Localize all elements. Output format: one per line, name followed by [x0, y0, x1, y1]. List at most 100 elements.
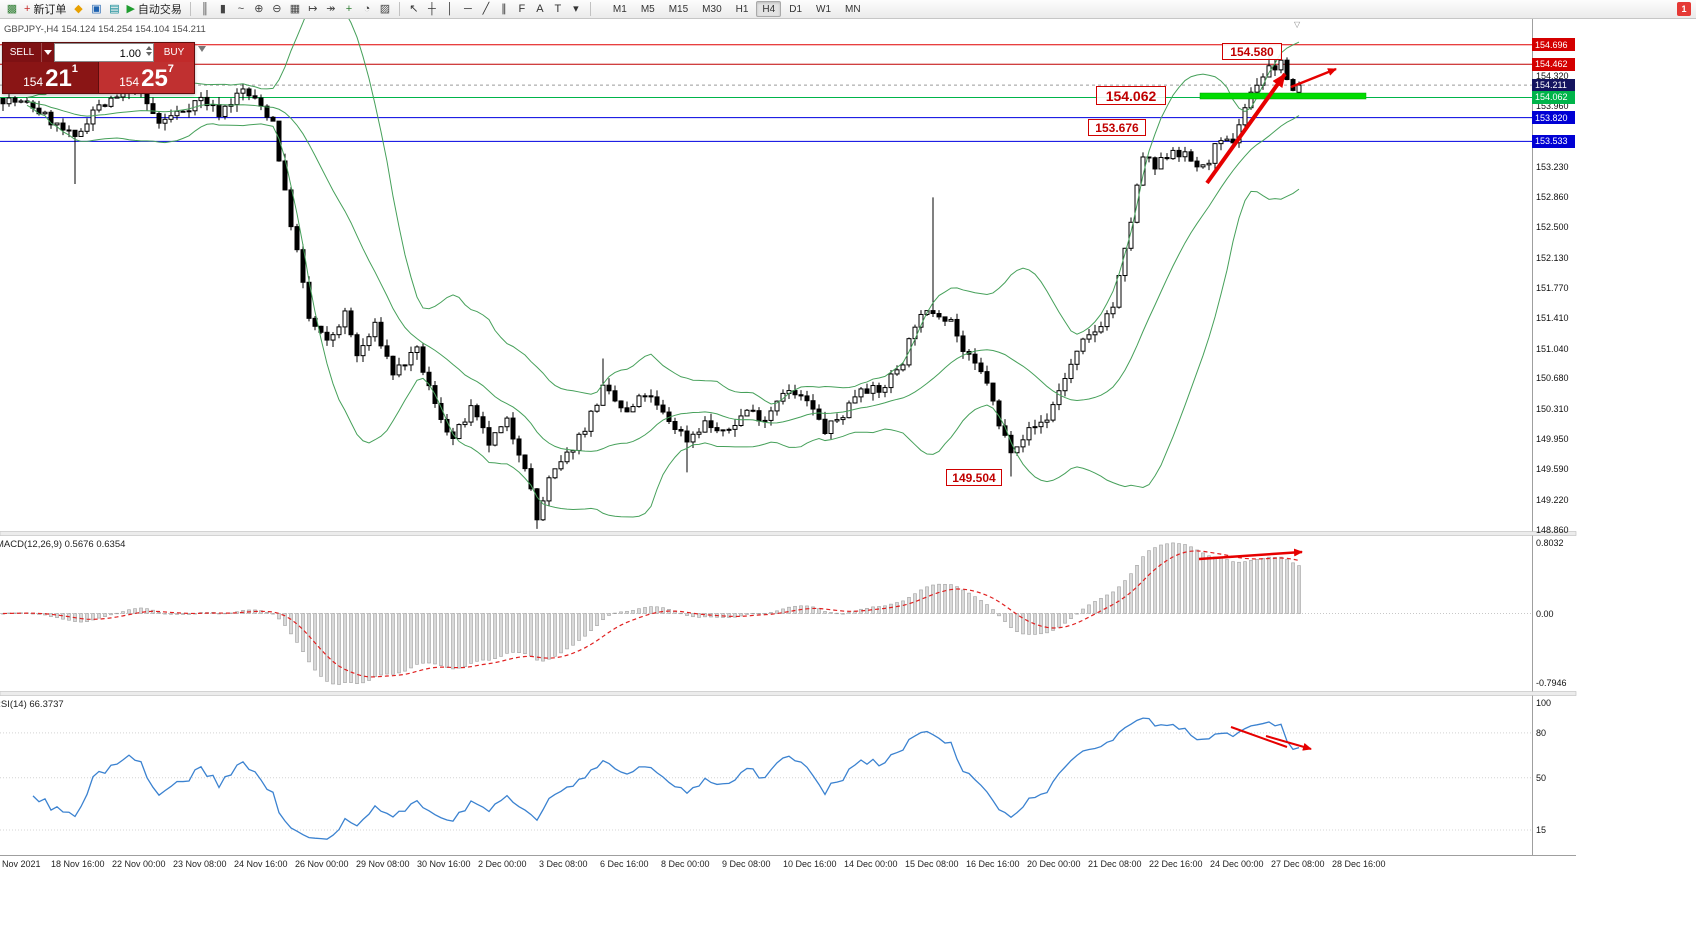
templates-icon[interactable]: ▨: [376, 1, 394, 18]
panel-splitter: [0, 531, 1577, 536]
toolbar-separator: [398, 2, 400, 16]
bar-chart-icon[interactable]: ║: [196, 1, 214, 18]
macd-axis-label: 0.00: [1536, 608, 1554, 619]
buy-button[interactable]: BUY: [154, 43, 194, 62]
volume-input[interactable]: [55, 45, 153, 63]
zoom-in-icon[interactable]: ⊕: [250, 1, 268, 18]
time-axis-label: 29 Nov 08:00: [356, 859, 410, 869]
price-annotation-box[interactable]: 153.676: [1088, 119, 1146, 136]
tile-windows-icon: ▦: [289, 2, 301, 15]
price-axis-label: 151.770: [1536, 282, 1569, 293]
indicators-icon[interactable]: +: [340, 1, 358, 18]
price-axis-label: 152.130: [1536, 253, 1569, 263]
timeframe-m1-button[interactable]: M1: [612, 3, 627, 15]
price-axis-label: 150.310: [1536, 404, 1569, 415]
new-chart-icon[interactable]: ▩: [3, 1, 21, 18]
timeframe-h4-button[interactable]: H4: [756, 1, 782, 17]
buy-price[interactable]: 154 25 7: [99, 62, 194, 93]
rsi-axis-label: 80: [1536, 727, 1547, 738]
periods-dropdown-icon[interactable]: ◔: [358, 1, 376, 18]
panel-collapse-icon[interactable]: [198, 46, 206, 56]
time-axis-label: 21 Dec 08:00: [1088, 859, 1142, 869]
label-icon[interactable]: T: [549, 1, 567, 18]
new-order-button-label: 新订单: [33, 4, 67, 16]
notification-badge[interactable]: 1: [1677, 2, 1691, 16]
toolbar-groups: ▩ + 新订单 ◆ ▣ ▤ ▶ 自动交易 ║ ▮ ~ ⊕ ⊖ ▦ ↦ ↠ + ◔ ▨ ↖ ┼ │ ─ ╱ ∥ F A T ▾: [3, 1, 585, 18]
time-axis-label: 22 Nov 00:00: [112, 859, 166, 869]
time-axis-label: 10 Dec 16:00: [783, 859, 837, 869]
metaeditor-icon[interactable]: ◆: [69, 1, 87, 18]
channel-icon[interactable]: ∥: [495, 1, 513, 18]
volume-field: [54, 43, 154, 63]
time-axis-label: 24 Nov 16:00: [234, 859, 288, 869]
timeframe-w1-button[interactable]: W1: [816, 3, 832, 15]
price-annotation-box[interactable]: 149.504: [946, 469, 1002, 486]
sell-button[interactable]: SELL: [3, 43, 41, 62]
price-axis-label: 152.860: [1536, 192, 1569, 203]
autotrading-icon: ▶: [126, 2, 135, 15]
price-tag: 154.211: [1532, 78, 1575, 92]
tile-windows-icon[interactable]: ▦: [286, 1, 304, 18]
timeframe-m30-button[interactable]: M30: [702, 3, 722, 15]
auto-scroll-icon[interactable]: ↦: [304, 1, 322, 18]
autotrading-button-label: 自动交易: [137, 4, 182, 16]
bollinger-bands: [26, 0, 1300, 518]
time-axis-label: 3 Dec 08:00: [539, 859, 588, 869]
price-tag: 154.462: [1532, 57, 1575, 71]
price-axis-label: 153.230: [1536, 161, 1569, 172]
volume-increase-icon[interactable]: [146, 46, 152, 50]
line-chart-icon[interactable]: ~: [232, 1, 250, 18]
new-order-button[interactable]: + 新订单: [21, 1, 69, 18]
chart-ohlc-title: GBPJPY-,H4 154.124 154.254 154.104 154.2…: [4, 24, 206, 35]
timeframe-m15-button[interactable]: M15: [668, 3, 689, 15]
autotrading-button[interactable]: ▶ 自动交易: [123, 1, 184, 18]
main-toolbar: ▩ + 新订单 ◆ ▣ ▤ ▶ 自动交易 ║ ▮ ~ ⊕ ⊖ ▦ ↦ ↠ + ◔ ▨ ↖ ┼ │ ─ ╱ ∥ F A T ▾ M1 M5 M…: [0, 0, 1696, 19]
order-type-dropdown-icon[interactable]: [41, 43, 54, 62]
bar-chart-icon: ║: [201, 2, 209, 15]
cursor-icon[interactable]: ↖: [405, 1, 423, 18]
rsi-indicator-label: RSI(14) 66.3737: [0, 699, 64, 710]
timeframe-h1-button[interactable]: H1: [735, 3, 749, 15]
text-icon: A: [536, 2, 544, 15]
price-axis-label: 149.220: [1536, 494, 1569, 505]
horizontal-line-icon[interactable]: ─: [459, 1, 477, 18]
profiles-icon[interactable]: ▣: [87, 1, 105, 18]
macd-axis-label: 0.8032: [1536, 538, 1564, 548]
terminal-icon[interactable]: ▤: [105, 1, 123, 18]
crosshair-icon[interactable]: ┼: [423, 1, 441, 18]
candlestick-chart-icon[interactable]: ▮: [214, 1, 232, 18]
line-chart-icon: ~: [237, 2, 245, 15]
chart-shift-marker-icon[interactable]: ▽: [1294, 20, 1301, 29]
crosshair-icon: ┼: [428, 2, 436, 15]
chart-shift-icon[interactable]: ↠: [322, 1, 340, 18]
price-tag: 153.533: [1532, 134, 1575, 148]
price-axis-label: 151.040: [1536, 343, 1569, 354]
candlesticks: [0, 50, 1302, 529]
shapes-dropdown-icon[interactable]: ▾: [567, 1, 585, 18]
text-icon[interactable]: A: [531, 1, 549, 18]
timeframe-mn-button[interactable]: MN: [845, 3, 861, 15]
time-axis-label: 24 Dec 00:00: [1210, 859, 1264, 869]
rsi-axis-label: 100: [1536, 698, 1552, 708]
trendline-icon[interactable]: ╱: [477, 1, 495, 18]
price-axis-label: 153.960: [1536, 100, 1569, 111]
vertical-line-icon[interactable]: │: [441, 1, 459, 18]
rsi-line: [32, 717, 1300, 840]
timeframe-m5-button[interactable]: M5: [640, 3, 655, 15]
toolbar-separator: [189, 2, 191, 16]
macd-histogram: [1, 542, 1301, 685]
price-annotation-box[interactable]: 154.580: [1222, 43, 1282, 60]
volume-decrease-icon[interactable]: [146, 52, 152, 56]
time-axis-label: 20 Dec 00:00: [1027, 859, 1081, 869]
chart-shift-icon: ↠: [326, 2, 336, 15]
time-axis-label: Nov 2021: [2, 859, 41, 869]
zoom-out-icon: ⊖: [272, 2, 282, 15]
timeframe-d1-button[interactable]: D1: [789, 3, 803, 15]
trend-arrows: [1198, 67, 1337, 751]
fibonacci-icon[interactable]: F: [513, 1, 531, 18]
sell-price[interactable]: 154 21 1: [3, 62, 99, 93]
zoom-out-icon[interactable]: ⊖: [268, 1, 286, 18]
price-annotation-box[interactable]: 154.062: [1096, 86, 1166, 105]
price-axis-label: 148.860: [1536, 524, 1569, 535]
